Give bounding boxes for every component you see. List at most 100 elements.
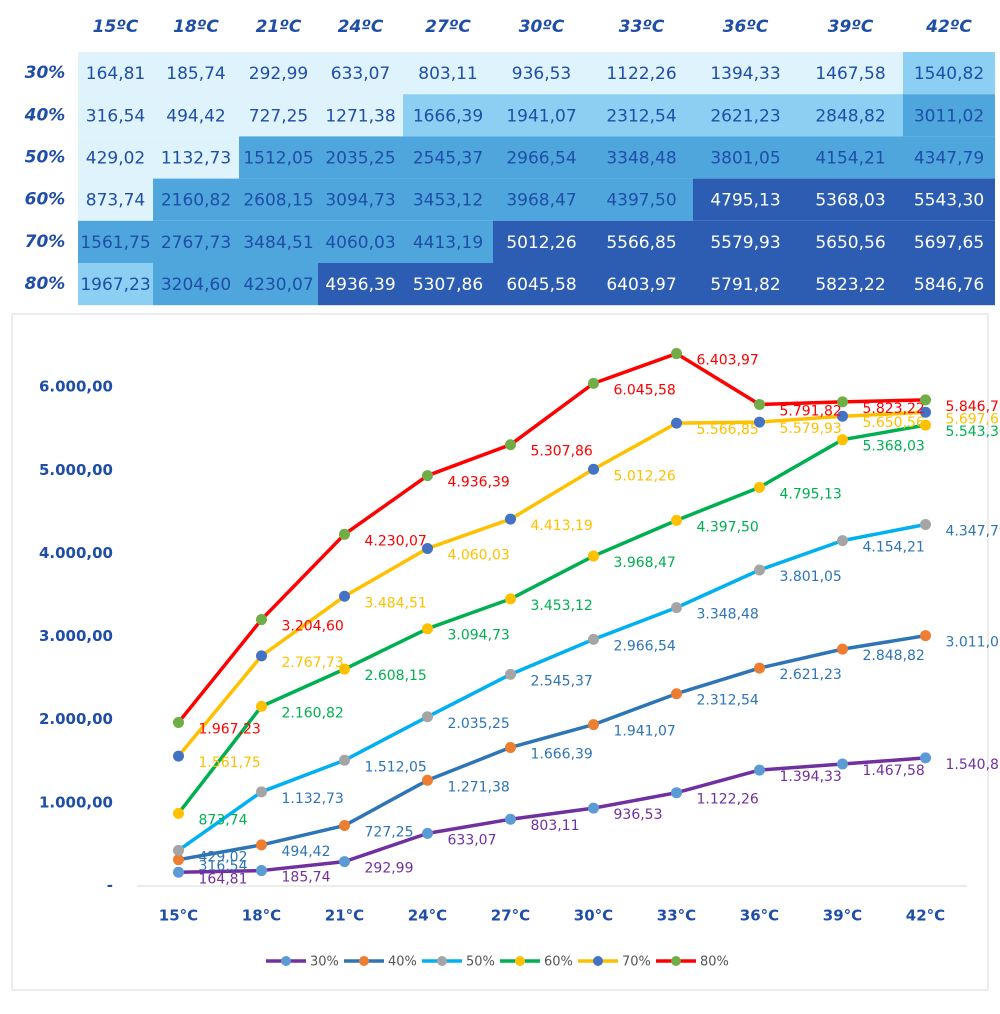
data-point [920,519,931,530]
data-point [339,755,350,766]
data-label: 2.312,54 [697,693,759,709]
data-point [173,854,184,865]
y-tick-label: 5.000,00 [39,461,113,479]
column-header: 33ºC [619,17,665,37]
cell-value: 3204,60 [161,275,231,295]
data-point [920,630,931,641]
data-point [173,717,184,728]
cell-value: 3968,47 [506,191,576,211]
y-tick-label: 1.000,00 [39,793,113,811]
data-point [173,751,184,762]
data-point [588,464,599,475]
data-point [671,602,682,613]
cell-value: 5543,30 [914,191,984,211]
data-label: 429,02 [199,849,248,865]
x-tick-label: 42°C [906,907,945,925]
data-label: 873,74 [199,812,248,828]
data-label: 1.941,07 [614,724,676,740]
data-point [505,593,516,604]
data-point [920,752,931,763]
cell-value: 292,99 [249,64,308,84]
cell-value: 3801,05 [710,149,780,169]
data-label: 5.650,56 [863,415,925,431]
legend-label: 80% [700,955,729,970]
data-label: 3.968,47 [614,555,676,571]
data-point [837,758,848,769]
data-point [837,535,848,546]
column-header: 30ºC [519,17,565,37]
data-point [754,482,765,493]
legend-label: 40% [388,955,417,970]
x-tick-label: 30°C [574,907,613,925]
data-label: 727,25 [365,825,414,841]
y-tick-label: 3.000,00 [39,627,113,645]
data-point [754,564,765,575]
data-point [588,719,599,730]
cell-value: 1467,58 [815,64,885,84]
cell-value: 2545,37 [413,149,483,169]
cell-value: 1540,82 [914,64,984,84]
column-header: 42ºC [925,17,972,37]
legend-label: 60% [544,955,573,970]
cell-value: 5307,86 [413,275,483,295]
data-point [837,396,848,407]
data-label: 5.368,03 [863,439,925,455]
legend-marker [671,956,681,966]
data-point [671,787,682,798]
data-point [754,663,765,674]
data-label: 3.453,12 [531,598,593,614]
cell-value: 2035,25 [325,149,395,169]
data-label: 494,42 [282,844,331,860]
data-label: 1.540,82 [946,757,1000,773]
data-label: 5.012,26 [614,468,676,484]
data-label: 1.271,38 [448,779,510,795]
cell-value: 803,11 [418,64,477,84]
data-label: 4.936,39 [448,475,510,491]
data-point [505,514,516,525]
cell-value: 1132,73 [161,149,231,169]
data-label: 1.967,23 [199,721,261,737]
cell-value: 1941,07 [506,106,576,126]
column-header: 24ºC [338,17,384,37]
data-point [671,418,682,429]
data-label: 5.579,93 [780,421,842,437]
cell-value: 4397,50 [606,191,676,211]
data-label: 3.204,60 [282,619,344,635]
y-tick-label: 2.000,00 [39,710,113,728]
data-label: 2.608,15 [365,668,427,684]
cell-value: 4413,19 [413,233,483,253]
row-header: 60% [25,190,66,210]
cell-value: 316,54 [86,106,145,126]
cell-value: 2966,54 [506,149,576,169]
cell-value: 5697,65 [914,233,984,253]
cell-value: 2608,15 [243,191,313,211]
cell-value: 1512,05 [243,149,313,169]
data-point [422,470,433,481]
column-header: 15ºC [93,17,139,37]
data-point [256,650,267,661]
data-label: 6.045,58 [614,382,676,398]
cell-value: 5012,26 [506,233,576,253]
data-label: 2.621,23 [780,667,842,683]
data-point [920,394,931,405]
cell-value: 2767,73 [161,233,231,253]
legend-marker [437,956,447,966]
cell-value: 5566,85 [606,233,676,253]
x-tick-label: 21°C [325,907,364,925]
cell-value: 4936,39 [325,275,395,295]
cell-value: 3094,73 [325,191,395,211]
data-point [588,551,599,562]
cell-value: 3484,51 [243,233,313,253]
data-label: 185,74 [282,870,331,886]
x-tick-label: 24°C [408,907,447,925]
cell-value: 6403,97 [606,275,676,295]
data-label: 936,53 [614,807,663,823]
column-header: 27ºC [425,17,471,37]
data-label: 5.566,85 [697,422,759,438]
cell-value: 727,25 [249,106,308,126]
data-label: 1.122,26 [697,792,759,808]
cell-value: 5823,22 [815,275,885,295]
data-point [256,701,267,712]
data-point [671,688,682,699]
data-label: 3.348,48 [697,607,759,623]
